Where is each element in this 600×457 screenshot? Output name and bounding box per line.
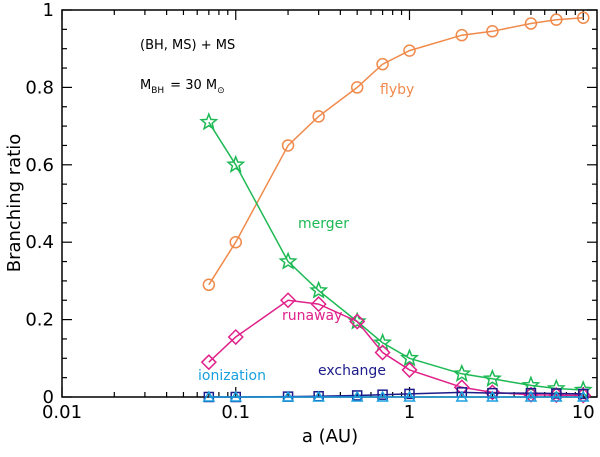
data-point-runaway [374,344,391,361]
data-point-flyby [486,25,499,38]
data-point-flyby [550,13,563,26]
data-point-runaway [401,361,418,378]
data-point-merger [278,251,298,270]
data-point-flyby [403,44,416,57]
data-point-merger [399,348,420,367]
y-tick-label: 0.6 [25,155,54,176]
series-ionization [202,390,590,402]
data-point-flyby [350,81,364,94]
data-point-exchange [577,388,589,400]
x-tick-label: 10 [572,402,595,423]
data-point-ionization [486,390,499,402]
data-point-flyby [576,11,590,24]
data-point-runaway [200,354,217,371]
mass-annotation: MBH = 30 M⊙ [140,78,225,96]
data-point-flyby [202,278,216,292]
y-tick-label: 0.2 [25,310,54,331]
data-point-exchange [551,388,562,399]
data-point-runaway [453,379,470,396]
series-label-exchange: exchange [318,363,386,379]
data-point-flyby [455,28,469,42]
data-point-exchange [377,389,388,400]
x-axis-title: a (AU) [302,426,358,447]
plot-frame [61,9,598,398]
data-point-ionization [455,390,469,402]
data-point-ionization [550,390,563,402]
data-point-runaway [279,292,297,309]
data-point-ionization [229,390,243,402]
data-point-ionization [350,390,364,402]
data-point-flyby [312,110,325,123]
y-axis-title: Branching ratio [4,134,25,273]
data-point-ionization [576,390,590,402]
data-point-merger [309,280,329,299]
data-point-runaway [349,313,366,330]
series-line-merger [208,121,584,391]
y-tick-label: 0.4 [25,232,54,253]
mass-symbol: M [140,78,151,93]
data-point-ionization [281,390,295,402]
data-point-ionization [524,390,538,402]
x-tick-label: 0.1 [221,402,250,423]
data-point-flyby [376,57,389,71]
data-point-merger [482,368,502,387]
x-tick-label: 1 [404,402,415,423]
data-point-flyby [524,17,538,30]
series-flyby [202,11,590,292]
data-point-exchange [404,388,415,400]
data-point-merger [199,112,219,131]
series-merger [199,112,593,399]
data-point-flyby [281,139,295,152]
system-annotation: (BH, MS) + MS [140,38,235,53]
series-layer [199,11,593,404]
series-label-flyby: flyby [380,82,414,98]
mass-value: = 30 M [170,78,217,93]
y-tick-label: 1 [43,0,54,21]
sun-symbol: ⊙ [217,86,225,96]
series-label-ionization: ionization [198,368,266,384]
y-tick-label: 0.8 [25,77,54,98]
y-tick-label: 0 [43,387,54,408]
data-point-flyby [229,235,242,249]
data-point-merger [452,363,472,382]
data-point-ionization [202,390,216,402]
data-point-ionization [403,390,416,402]
data-point-runaway [227,328,244,346]
series-label-runaway: runaway [282,308,342,324]
data-point-ionization [376,390,389,402]
data-point-merger [226,154,246,173]
data-point-runaway [310,296,327,313]
mass-subscript: BH [151,86,164,96]
x-tick-label: 0.01 [42,402,82,423]
axis-ticks: 0.01 0.1 1 10 0 0.2 0.4 0.6 0.8 1 [25,0,597,423]
series-label-merger: merger [298,216,349,232]
series-line-flyby [208,16,584,286]
data-point-ionization [312,390,325,402]
